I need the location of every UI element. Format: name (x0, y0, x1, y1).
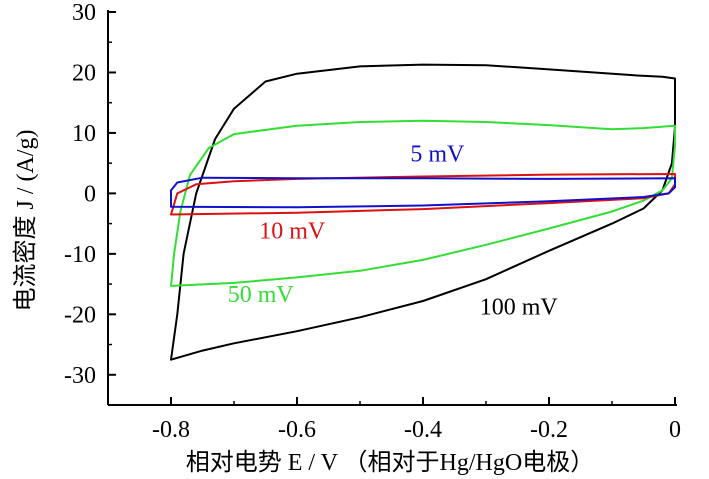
x-tick-label: 0 (669, 417, 681, 443)
curve-label: 50 mV (228, 282, 295, 308)
x-axis-title: 相对电势 E / V （相对于Hg/HgO电极） (186, 449, 594, 476)
x-tick-label: -0.6 (278, 417, 316, 443)
curve-labels: 5 mV 10 mV 50 mV 100 mV (228, 141, 559, 320)
y-tick-label: -10 (64, 242, 96, 268)
y-tick-label: -30 (64, 363, 96, 389)
y-tick-label: 20 (72, 60, 96, 86)
curve-label: 100 mV (480, 294, 559, 320)
series-line-100-mv (170, 63, 676, 361)
series-line-10-mv (170, 173, 676, 216)
y-tick-label: -20 (64, 302, 96, 328)
y-tick-label: 0 (84, 181, 96, 207)
curve-label: 10 mV (259, 219, 326, 245)
x-tick-label: -0.8 (152, 417, 190, 443)
axis-titles: 相对电势 E / V （相对于Hg/HgO电极） 电流密度 J / (A/g) (12, 130, 594, 477)
curves (170, 63, 676, 361)
axes: -30 -20 -10 0 10 20 30 -0.8 -0.6 -0.4 -0.2 0 (64, 0, 681, 443)
x-tick-label: -0.2 (530, 417, 568, 443)
series-line-5-mv (170, 176, 676, 209)
y-tick-label: 10 (72, 121, 96, 147)
y-tick-label: 30 (72, 0, 96, 26)
curve-label: 5 mV (410, 141, 465, 167)
x-tick-label: -0.4 (404, 417, 442, 443)
series-line-50-mv (170, 119, 676, 287)
y-axis-title: 电流密度 J / (A/g) (12, 130, 39, 312)
